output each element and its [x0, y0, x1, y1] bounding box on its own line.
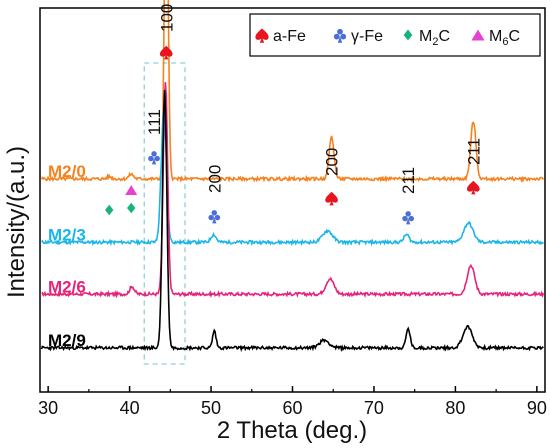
triangle-marker	[125, 185, 138, 195]
spade-marker	[159, 45, 173, 60]
plot-frame	[39, 7, 546, 393]
series-line-M2-6	[41, 82, 545, 299]
x-tick-label: 30	[38, 398, 58, 418]
spade-marker	[325, 191, 338, 206]
legend-box	[249, 13, 541, 57]
legend-label-gfe: γ-Fe	[351, 28, 383, 45]
x-tick-label: 60	[282, 398, 302, 418]
series-line-M2-3	[41, 110, 544, 247]
x-tick-label: 50	[201, 398, 221, 418]
x-tick-label: 90	[527, 398, 547, 418]
legend-label-m2c: M2C	[419, 28, 450, 48]
diamond-marker	[105, 204, 114, 216]
highlight-region	[143, 62, 186, 365]
peak-label: 100	[157, 4, 176, 32]
club-marker	[148, 151, 160, 165]
y-axis-title: Intensity/(a.u.)	[3, 146, 30, 298]
series-label: M2/6	[48, 277, 86, 296]
club-marker	[402, 211, 415, 225]
series-label: M2/0	[48, 162, 86, 181]
peak-label: 211	[464, 138, 483, 165]
triangle-marker	[471, 29, 485, 41]
peak-label: 211	[399, 167, 418, 194]
series-label: M2/3	[48, 226, 86, 245]
legend-label-m6c: M6C	[489, 28, 520, 48]
x-tick-label: 80	[445, 398, 465, 418]
x-tick-label: 40	[120, 398, 140, 418]
spade-marker	[255, 28, 269, 43]
x-tick-label: 70	[364, 398, 384, 418]
series-line-M2-9	[40, 90, 544, 353]
spade-marker	[467, 180, 480, 195]
club-marker	[208, 210, 221, 224]
club-marker	[333, 28, 347, 43]
legend-label-afe: a-Fe	[273, 28, 306, 45]
x-axis-title: 2 Theta (deg.)	[217, 417, 367, 444]
diamond-marker	[127, 202, 136, 214]
peak-label: 200	[323, 148, 342, 176]
peak-label: 111	[145, 109, 164, 135]
series-line-M2-0	[40, 0, 545, 184]
series-label: M2/9	[48, 331, 86, 350]
peak-label: 200	[205, 165, 224, 193]
